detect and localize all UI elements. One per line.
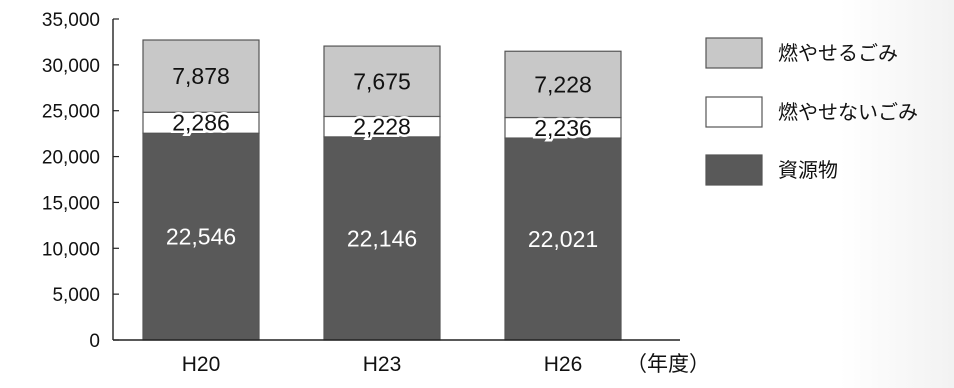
x-axis-label: （年度） bbox=[626, 353, 710, 376]
data-label: 2,286 bbox=[172, 110, 230, 136]
legend-label: 資源物 bbox=[778, 159, 838, 182]
bar-segment bbox=[323, 45, 441, 118]
bar-stack-H20: 22,546 2,286 7,878 bbox=[142, 39, 260, 341]
legend-swatch bbox=[705, 154, 763, 186]
data-label: 22,146 bbox=[347, 225, 417, 251]
data-label: 22,021 bbox=[528, 226, 598, 252]
bar-stack-H23: 22,146 2,228 7,675 bbox=[323, 45, 441, 341]
bar-stack-H26: 22,021 2,236 7,228 bbox=[504, 50, 622, 341]
y-tick-label: 20,000 bbox=[42, 148, 100, 169]
y-tick-label: 15,000 bbox=[42, 193, 100, 214]
data-label: 22,546 bbox=[166, 224, 236, 250]
y-tick-label: 0 bbox=[89, 331, 100, 352]
data-label: 2,236 bbox=[534, 115, 592, 141]
data-label: 7,878 bbox=[172, 63, 230, 89]
legend-label: 燃やせるごみ bbox=[778, 42, 898, 65]
y-tick-label: 10,000 bbox=[42, 239, 100, 260]
data-label: 7,228 bbox=[534, 71, 592, 97]
data-label: 2,228 bbox=[353, 114, 411, 140]
y-tick-label: 30,000 bbox=[42, 56, 100, 77]
bar-segment bbox=[504, 137, 622, 341]
x-tick-label: H23 bbox=[363, 353, 402, 376]
y-tick-label: 35,000 bbox=[42, 10, 100, 31]
x-tick-label: H26 bbox=[544, 353, 583, 376]
legend-item: 燃やせないごみ bbox=[705, 96, 918, 128]
legend-item: 資源物 bbox=[705, 154, 838, 186]
bar-segment bbox=[142, 132, 260, 341]
bar-segment bbox=[504, 50, 622, 119]
data-label: 7,675 bbox=[353, 68, 411, 94]
x-tick-label: H20 bbox=[182, 353, 221, 376]
y-tick-label: 25,000 bbox=[42, 102, 100, 123]
legend-item: 燃やせるごみ bbox=[705, 37, 898, 69]
legend-swatch bbox=[705, 96, 763, 128]
y-tick-label: 5,000 bbox=[52, 285, 100, 306]
bar-segment bbox=[142, 39, 260, 113]
legend-swatch bbox=[705, 37, 763, 69]
legend-label: 燃やせないごみ bbox=[778, 101, 918, 124]
